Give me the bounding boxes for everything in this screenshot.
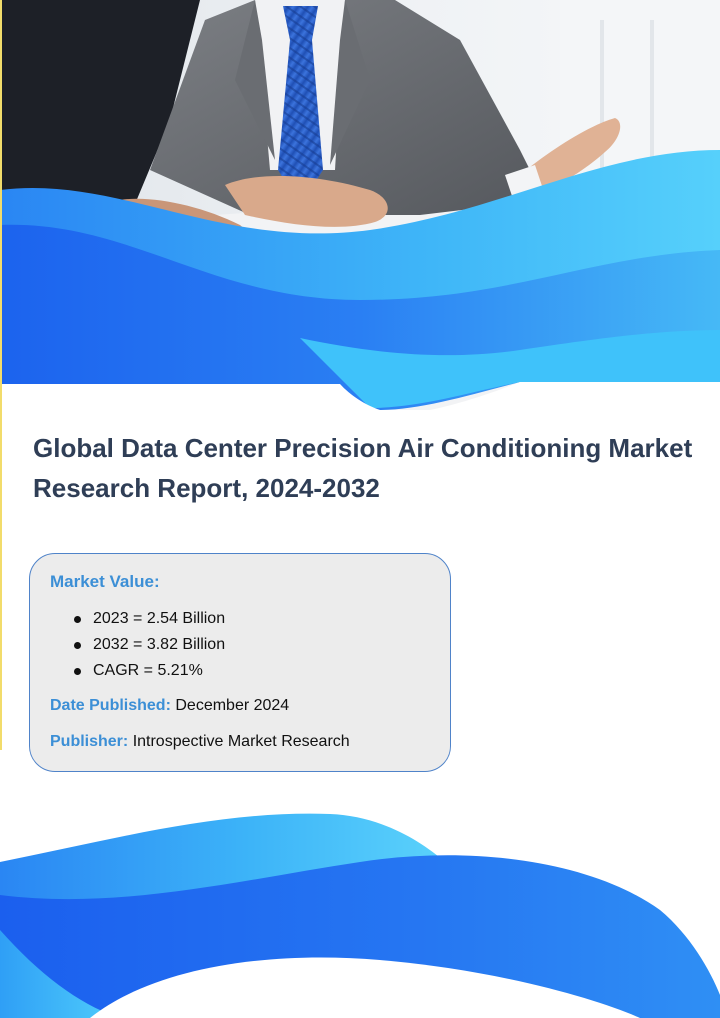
left-accent-rule bbox=[0, 0, 2, 750]
market-value-cagr: CAGR = 5.21% bbox=[93, 662, 203, 679]
bullet-icon bbox=[74, 642, 81, 649]
list-item: CAGR = 5.21% bbox=[50, 658, 225, 684]
report-title: Global Data Center Precision Air Conditi… bbox=[33, 433, 693, 503]
publisher-row: Publisher: Introspective Market Research bbox=[50, 731, 350, 753]
date-published-label: Date Published: bbox=[50, 697, 171, 714]
bottom-wave-decoration bbox=[0, 800, 720, 1018]
bullet-icon bbox=[74, 668, 81, 675]
market-value-heading: Market Value: bbox=[50, 572, 160, 591]
publisher-label: Publisher: bbox=[50, 733, 129, 750]
date-published-row: Date Published: December 2024 bbox=[50, 695, 289, 717]
list-item: 2023 = 2.54 Billion bbox=[50, 606, 225, 632]
date-published-value: December 2024 bbox=[175, 697, 290, 714]
market-value-2032: 2032 = 3.82 Billion bbox=[93, 636, 226, 653]
list-item: 2032 = 3.82 Billion bbox=[50, 632, 225, 658]
publisher-value: Introspective Market Research bbox=[132, 733, 350, 750]
market-value-2023: 2023 = 2.54 Billion bbox=[93, 610, 226, 627]
hero-photo bbox=[0, 0, 720, 410]
market-info-card: Market Value: 2023 = 2.54 Billion 2032 =… bbox=[29, 553, 451, 772]
bullet-icon bbox=[74, 616, 81, 623]
market-value-list: 2023 = 2.54 Billion 2032 = 3.82 Billion … bbox=[50, 606, 225, 684]
